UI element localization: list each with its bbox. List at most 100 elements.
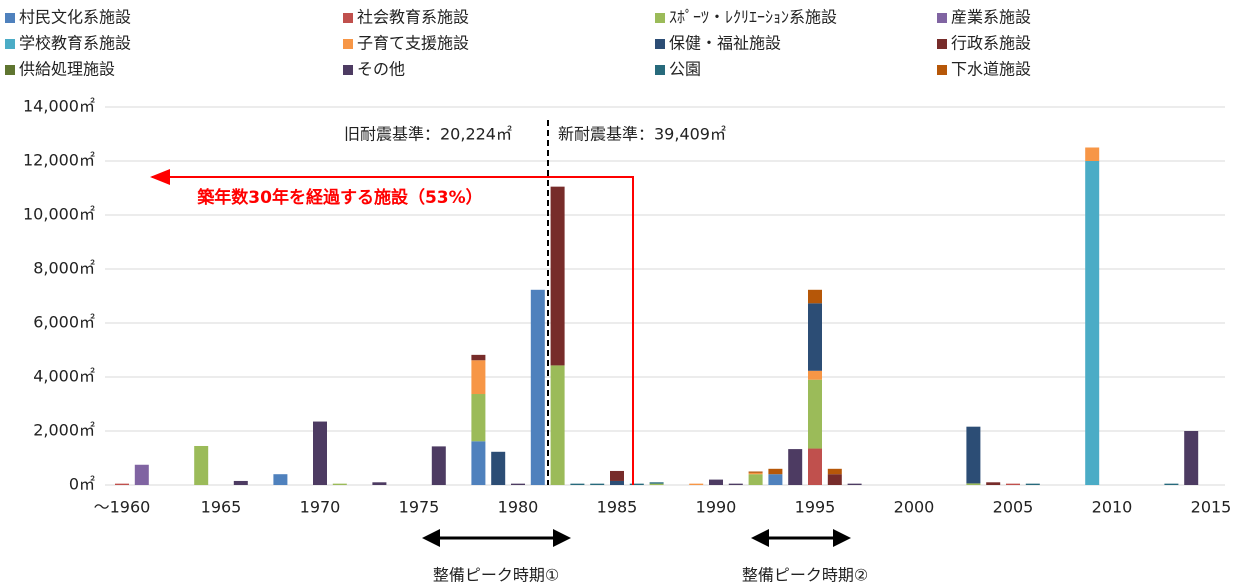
bar-segment (827, 468, 842, 475)
bar-segment (748, 472, 763, 475)
legend: 村民文化系施設 社会教育系施設 ｽﾎﾟｰﾂ・ﾚｸﾘｴｰｼｮﾝ系施設 産業系施設学校教育… (5, 8, 1031, 79)
legend-label: 供給処理施設 (19, 60, 115, 79)
grid: 0㎡ 2,000㎡ 4,000㎡ 6,000㎡ 8,000㎡ 10,000㎡ 12,000㎡… (23, 97, 1231, 517)
bar-segment (233, 480, 248, 485)
y-tick-label: 6,000㎡ (33, 313, 95, 332)
bar-segment (550, 365, 565, 485)
bar-segment (808, 370, 822, 380)
y-tick-label: 12,000㎡ (23, 151, 95, 170)
legend-label: 公園 (669, 60, 701, 79)
bar-segment (471, 441, 486, 485)
legend-swatch (937, 39, 947, 49)
bar-segment (590, 483, 605, 485)
bar-segment (709, 479, 723, 485)
peak2-label: 整備ピーク時期② (742, 566, 868, 585)
bar-segment (966, 426, 981, 484)
bar-segment (649, 482, 664, 484)
legend-label: 子育て支援施設 (357, 34, 469, 53)
bar-segment (332, 483, 347, 485)
legend-label: 社会教育系施設 (357, 8, 469, 27)
bar-segment (1006, 483, 1020, 485)
bar-segment (134, 464, 149, 485)
bar-segment (530, 289, 545, 485)
x-tick-label: 2015 (1191, 498, 1232, 517)
old-standard: 旧耐震基準：20,224㎡ (344, 125, 512, 144)
over-30-label: 築年数30年を経過する施設（53%） (196, 187, 482, 208)
bar-segment (768, 474, 783, 485)
x-tick-label: 1975 (399, 498, 440, 517)
bar-segment (748, 471, 763, 473)
bar-segment (471, 394, 486, 442)
legend-swatch (343, 65, 353, 75)
y-tick-label: 4,000㎡ (33, 367, 95, 386)
bar-segment (808, 448, 822, 485)
bar-segment (748, 474, 763, 485)
x-tick-label: 1985 (597, 498, 638, 517)
x-tick-label: 1980 (498, 498, 539, 517)
y-tick-label: 8,000㎡ (33, 259, 95, 278)
legend-label: 村民文化系施設 (19, 8, 131, 27)
bar-segment (847, 483, 862, 485)
legend-label: 行政系施設 (951, 34, 1031, 53)
x-tick-label: 2005 (993, 498, 1034, 517)
legend-swatch (655, 65, 665, 75)
x-tick-label: 1995 (795, 498, 836, 517)
bar-segment (1164, 483, 1179, 485)
bar-segment (570, 483, 585, 485)
bar-segment (649, 483, 664, 485)
bar-segment (966, 483, 981, 485)
over-30-arrow (150, 169, 634, 485)
bar-segment (372, 482, 387, 485)
legend-label: 保健・福祉施設 (669, 34, 781, 53)
legend-swatch (5, 39, 15, 49)
y-tick-label: 2,000㎡ (33, 421, 95, 440)
legend-label: 学校教育系施設 (19, 34, 131, 53)
peak1-label: 整備ピーク時期① (433, 566, 559, 585)
y-tick-label: 0㎡ (69, 475, 95, 494)
bar-segment (610, 480, 624, 485)
bar-segment (808, 289, 822, 304)
x-tick-label: 1970 (300, 498, 341, 517)
bar-segment (511, 483, 525, 485)
bar-segment (610, 470, 624, 481)
bar-segment (788, 449, 803, 485)
bar-segment (550, 186, 565, 366)
legend-label: 産業系施設 (951, 8, 1031, 27)
bar-segment (827, 474, 842, 485)
bar-segment (768, 468, 783, 475)
x-tick-label: 1965 (201, 498, 242, 517)
new-standard: 新耐震基準：39,409㎡ (558, 125, 726, 144)
bar-segment (808, 379, 822, 449)
bar-segment (471, 360, 486, 395)
legend-label: ｽﾎﾟｰﾂ・ﾚｸﾘｴｰｼｮﾝ系施設 (669, 8, 837, 27)
legend-label: その他 (357, 60, 405, 79)
bars (115, 147, 1199, 485)
legend-swatch (5, 65, 15, 75)
x-tick-label: 2010 (1092, 498, 1133, 517)
bar-segment (471, 354, 486, 361)
bar-segment (194, 445, 209, 485)
bar-segment (115, 483, 129, 485)
bar-segment (629, 483, 644, 485)
legend-swatch (343, 39, 353, 49)
legend-swatch (343, 13, 353, 23)
bar-segment (313, 421, 327, 485)
bar-segment (728, 483, 743, 485)
legend-swatch (937, 65, 947, 75)
x-tick-label: 2000 (894, 498, 935, 517)
legend-swatch (655, 39, 665, 49)
bar-segment (689, 483, 704, 485)
bar-segment (431, 446, 446, 485)
y-tick-label: 10,000㎡ (23, 205, 95, 224)
bar-segment (986, 482, 1001, 485)
bar-segment (1085, 161, 1100, 485)
x-tick-label: 1990 (696, 498, 737, 517)
x-tick-label: ～1960 (94, 498, 151, 517)
bar-segment (808, 303, 822, 371)
legend-swatch (5, 13, 15, 23)
bar-segment (491, 451, 506, 485)
legend-swatch (937, 13, 947, 23)
legend-swatch (655, 13, 665, 23)
bar-segment (1025, 483, 1040, 485)
